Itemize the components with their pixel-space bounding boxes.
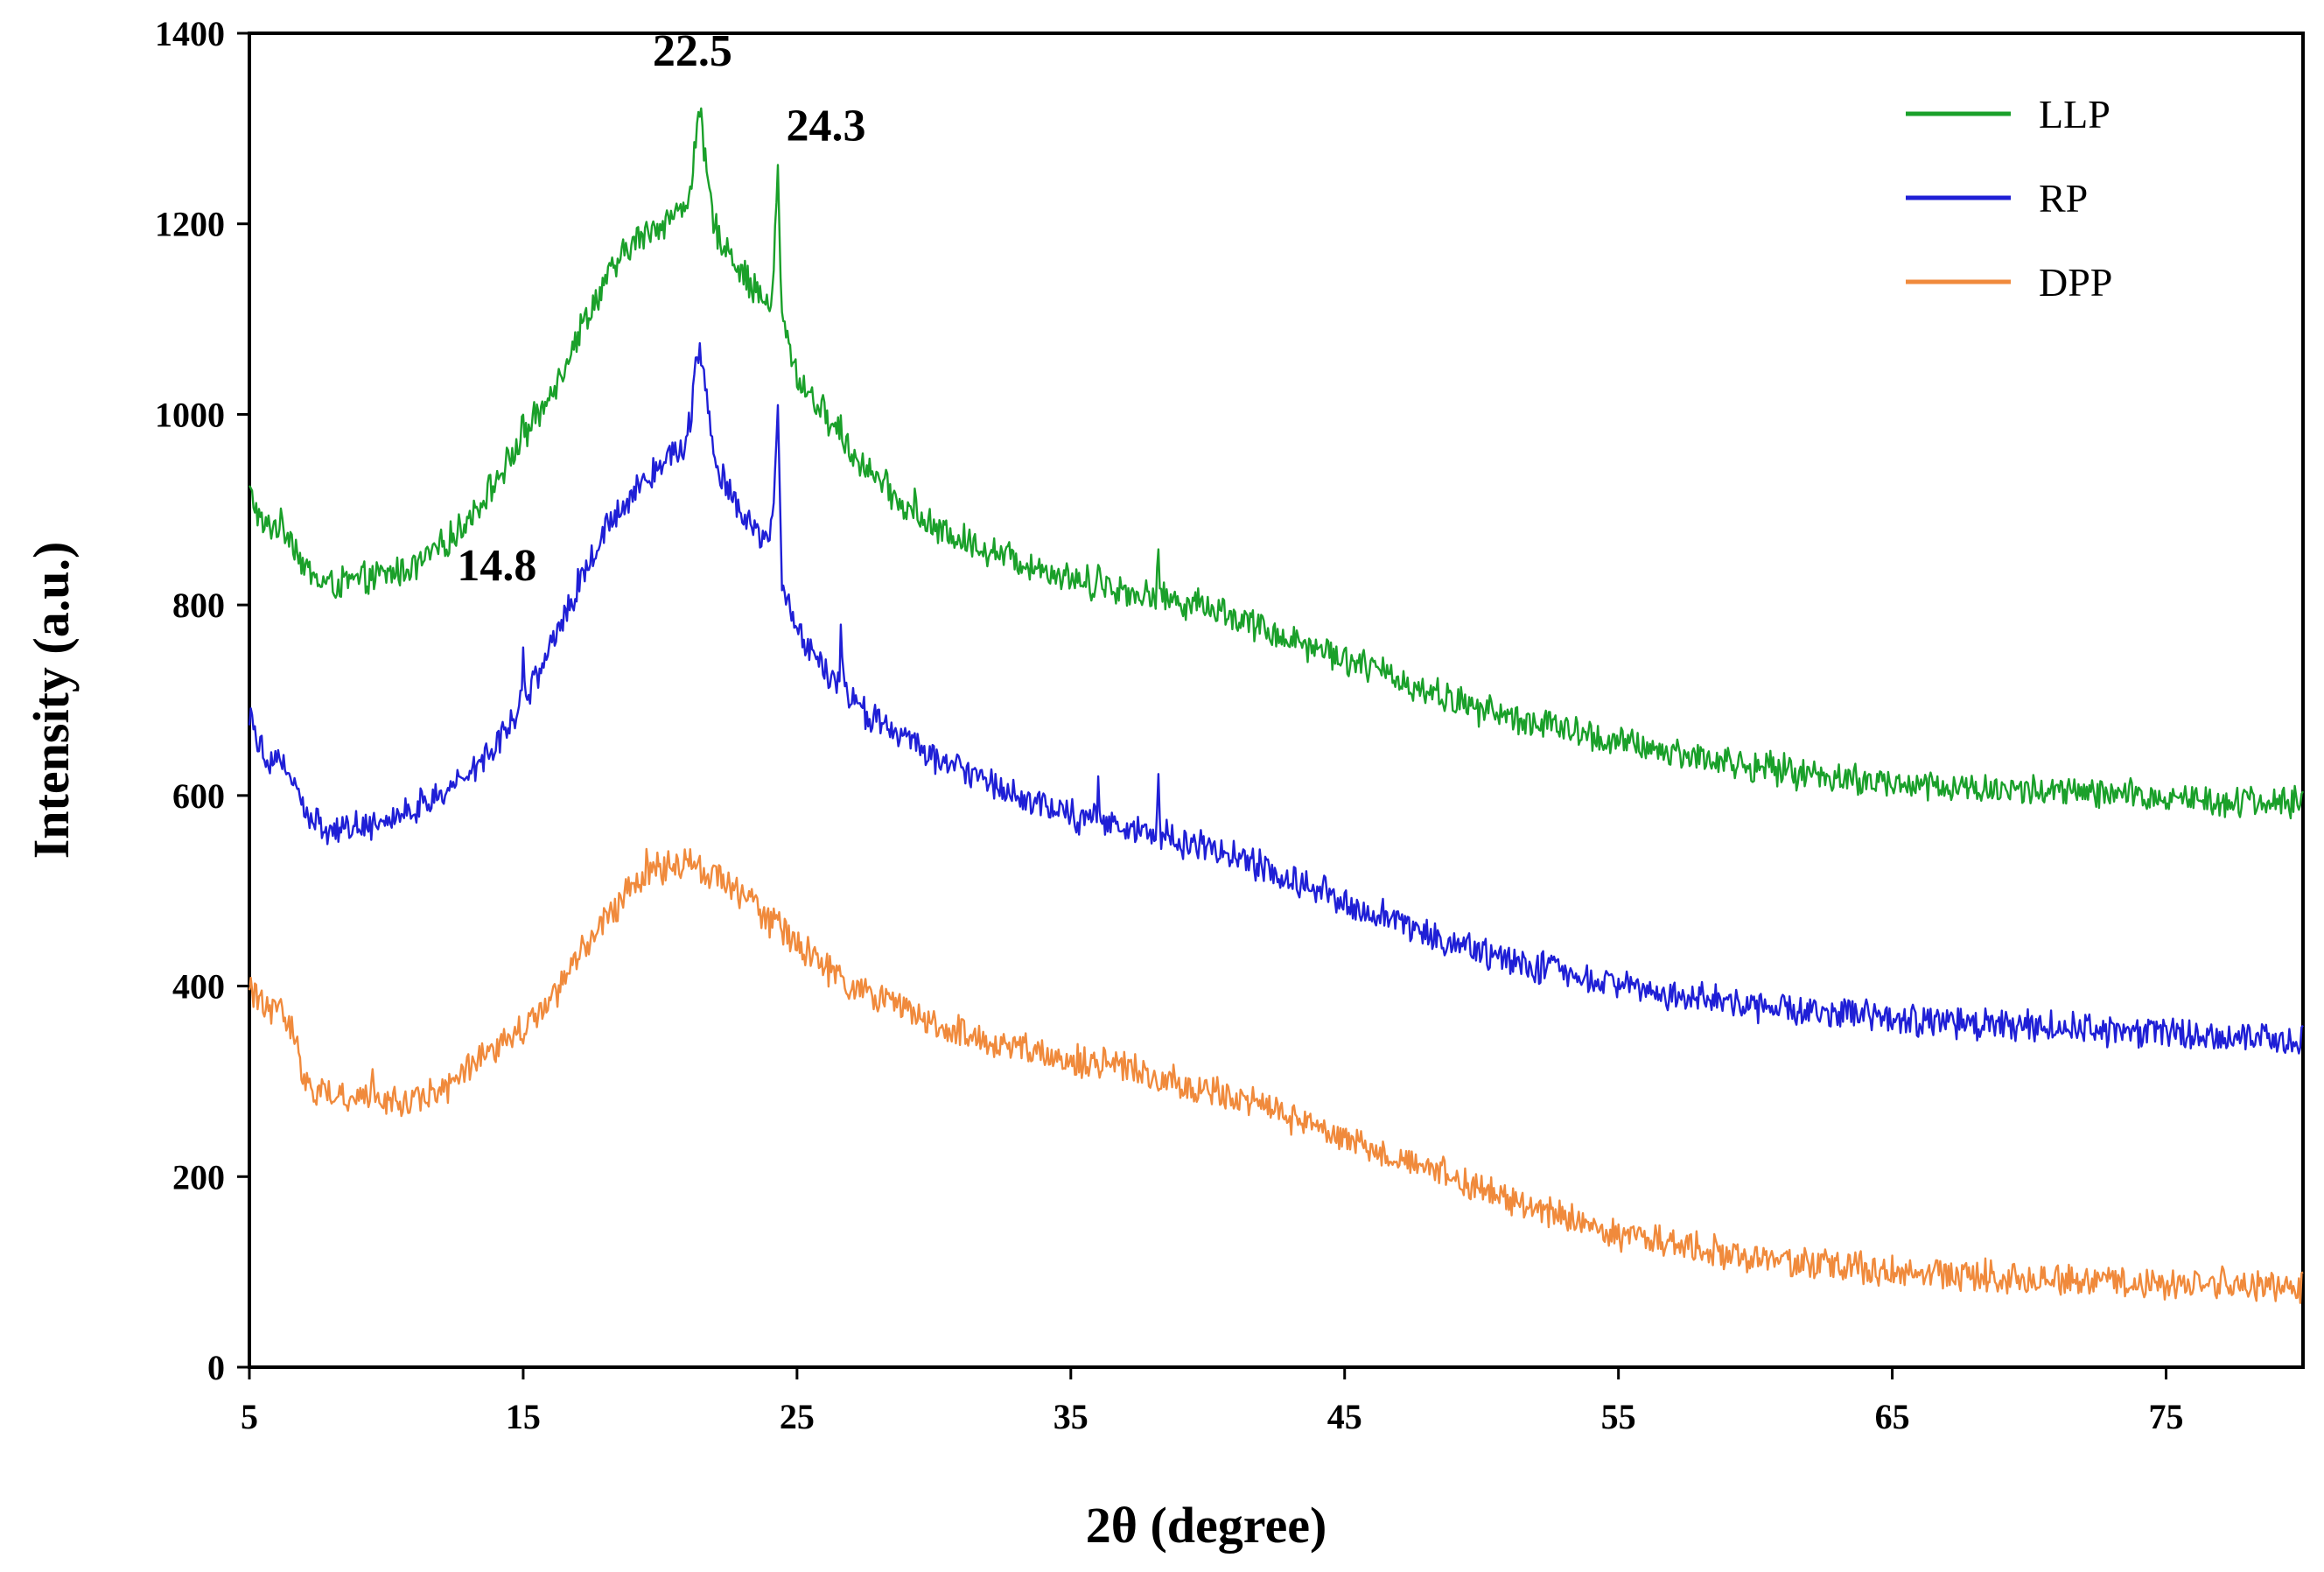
x-tick-label: 65 bbox=[1875, 1397, 1910, 1436]
y-tick-label: 200 bbox=[172, 1157, 225, 1197]
plot-area-frame bbox=[248, 32, 2305, 1369]
y-tick-label: 1200 bbox=[155, 205, 225, 244]
y-tick-label: 400 bbox=[172, 967, 225, 1007]
y-axis-title: Intensity (a.u.) bbox=[23, 542, 80, 860]
x-tick-label: 25 bbox=[780, 1397, 815, 1436]
y-tick-label: 1000 bbox=[155, 395, 225, 434]
peak-label: 14.8 bbox=[457, 541, 536, 591]
legend-label-rp: RP bbox=[2039, 176, 2088, 221]
x-tick-label: 35 bbox=[1054, 1397, 1088, 1436]
x-tick-label: 45 bbox=[1327, 1397, 1362, 1436]
peak-label: 24.3 bbox=[786, 101, 865, 151]
series-line-rp bbox=[248, 341, 2304, 1055]
legend-label-llp: LLP bbox=[2039, 92, 2110, 137]
x-axis-title: 2θ (degree) bbox=[1086, 1497, 1327, 1554]
x-tick-label: 5 bbox=[241, 1397, 258, 1436]
y-tick-label: 1400 bbox=[155, 14, 225, 53]
x-tick-label: 15 bbox=[506, 1397, 541, 1436]
y-tick-label: 0 bbox=[207, 1348, 225, 1387]
peak-label: 22.5 bbox=[653, 26, 732, 76]
series-line-llp bbox=[248, 107, 2305, 820]
series-line-dpp bbox=[248, 847, 2304, 1304]
y-tick-label: 600 bbox=[172, 776, 225, 816]
x-tick-label: 75 bbox=[2149, 1397, 2184, 1436]
y-tick-label: 800 bbox=[172, 586, 225, 625]
x-tick-label: 55 bbox=[1601, 1397, 1636, 1436]
legend-label-dpp: DPP bbox=[2039, 260, 2112, 305]
